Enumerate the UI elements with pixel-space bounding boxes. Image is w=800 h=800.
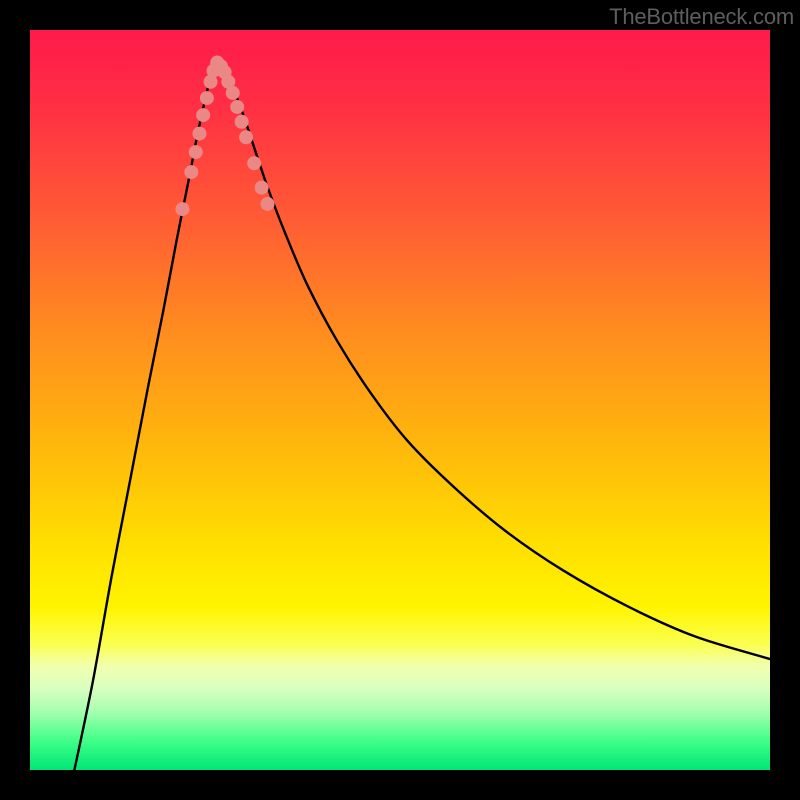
data-marker	[239, 130, 253, 144]
gradient-background	[30, 30, 770, 770]
data-marker	[200, 91, 214, 105]
watermark-text: TheBottleneck.com	[609, 4, 794, 30]
data-marker	[261, 197, 275, 211]
data-marker	[230, 100, 244, 114]
data-marker	[235, 115, 249, 129]
plot-area	[30, 30, 770, 770]
chart-outer-frame: TheBottleneck.com	[0, 0, 800, 800]
data-marker	[192, 127, 206, 141]
data-marker	[255, 181, 269, 195]
chart-svg	[30, 30, 770, 770]
data-marker	[189, 145, 203, 159]
data-marker	[247, 156, 261, 170]
data-marker	[184, 165, 198, 179]
data-marker	[196, 108, 210, 122]
data-marker	[175, 202, 189, 216]
data-marker	[226, 86, 240, 100]
